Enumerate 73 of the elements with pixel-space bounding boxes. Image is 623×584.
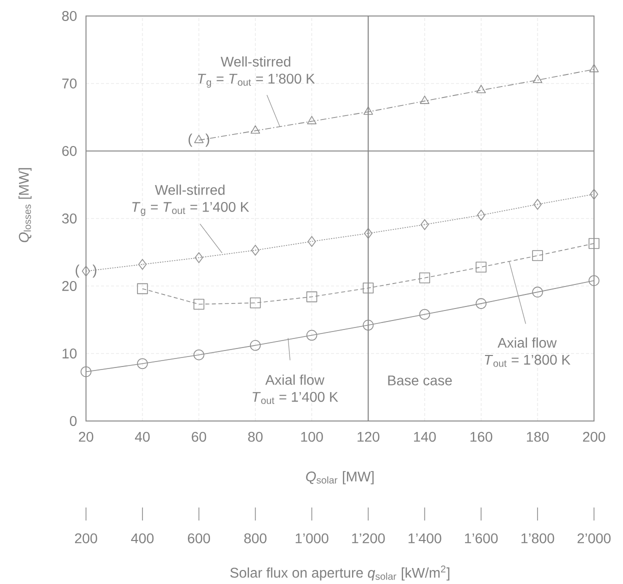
x-tick-label: 20 [78,432,94,442]
point [588,238,600,249]
point [250,340,261,351]
y-tick-label: 30 [62,214,77,224]
y-tick-label: 80 [62,11,77,21]
point [250,297,261,308]
point [137,358,148,370]
point [362,282,374,294]
point [588,275,600,286]
point [138,259,147,270]
point [476,210,486,221]
x-tick-label: 100 [301,432,323,442]
x2-tick-label: 2’000 [578,533,611,544]
ref-line-label: Base case [388,376,452,386]
x-tick-label: 200 [583,432,606,442]
y-tick-label: 10 [62,348,77,358]
point [193,349,204,360]
point [589,64,599,72]
point [194,252,204,264]
y-axis-title: Q$_{losses}$ [MW] [18,168,32,242]
x2-tick-label: 1’600 [465,533,498,544]
point [420,219,429,230]
point [532,74,542,84]
y-tick-label: 60 [62,146,77,156]
point [308,236,316,247]
point [419,272,430,284]
x2-tick-label: 1’400 [408,533,442,544]
point [420,96,430,104]
point [194,134,204,144]
point [476,84,486,94]
point [362,320,374,331]
y-tick-label: 20 [62,281,77,291]
point [251,244,260,256]
x-axis-title: Q$_{solar}$ [MW] [306,471,374,484]
text: Axial flow T$_{out}$ = 1’800 K [484,337,570,367]
point [307,116,317,124]
point [82,266,90,277]
y-tick-label: 70 [62,78,77,88]
point [250,125,260,134]
x-tick-label: 180 [526,432,549,442]
x2-tick-label: 200 [75,533,98,544]
text: Well-stirred T$_{g}$ = T$_{out}$ = 1’400 K [132,184,250,216]
x2-tick-label: 800 [244,533,266,544]
point [364,106,373,115]
x2-tick-label: 1’800 [522,533,554,544]
point [532,286,543,298]
point [306,291,318,302]
x2-tick-label: 1’200 [352,533,385,544]
x2-tick-label: 600 [188,533,210,544]
point [193,298,204,310]
x-tick-label: 40 [134,432,150,442]
x-tick-label: 160 [470,432,492,442]
y-tick-label: 0 [70,416,77,426]
point [80,366,92,378]
point [532,250,543,262]
x2-tick-label: 1’000 [296,533,328,544]
point [590,188,598,200]
x2-tick-label: 400 [131,533,154,544]
legend-label: Axial flow T$_{out}$ = 1’400 K [252,374,338,404]
x-tick-label: 80 [248,432,263,442]
point [476,262,487,272]
point [533,198,542,210]
x-tick-label: 60 [192,432,206,442]
x-tick-label: 120 [358,432,380,442]
point [306,330,318,341]
point [476,298,487,309]
point [419,308,430,320]
point [364,228,372,239]
point [137,283,148,294]
x-tick-label: 140 [414,432,436,442]
x2-axis-title: Solar flux on aperture q$_{solar}$ [kW/m$^{2}$] [230,566,450,580]
text: Well-stirred T$_{g}$ = T$_{out}$ = 1’800 K [198,56,315,88]
annotation: ( ) [188,134,210,147]
